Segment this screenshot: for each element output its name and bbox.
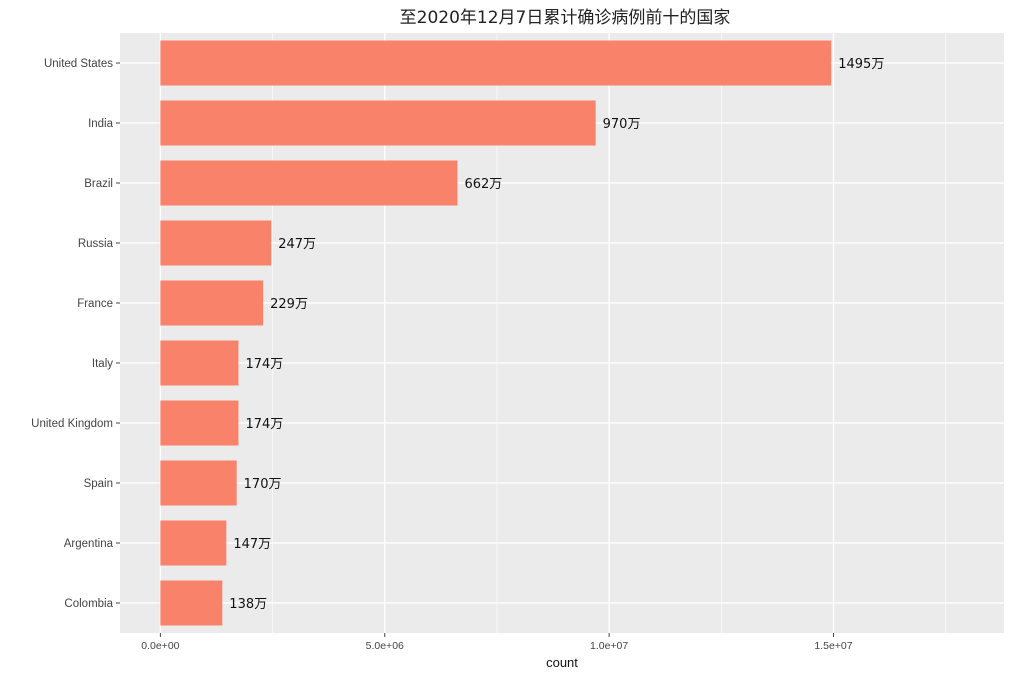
data-label: 1495万 [838,57,884,72]
data-label: 170万 [244,477,282,492]
y-tick-label: Russia [78,238,114,250]
y-tick-label: United States [44,58,113,70]
data-label: 174万 [245,417,283,432]
chart-title: 至2020年12月7日累计确诊病例前十的国家 [400,8,731,28]
bar [160,160,458,206]
data-label: 138万 [229,597,267,612]
x-tick-label: 1.0e+07 [590,640,628,652]
data-label: 147万 [233,537,271,552]
bars [160,40,832,626]
y-tick-label: Colombia [64,598,113,610]
x-tick-label: 5.0e+06 [366,640,404,652]
data-label: 662万 [464,177,502,192]
bar [160,400,239,446]
bar [160,100,596,146]
y-axis: United States India Brazil Russia France Ital… [31,58,120,610]
data-labels: 1495万 970万 662万 247万 229万 174万 174万 170万 147万 138… [229,57,884,612]
bar [160,220,272,266]
bar [160,460,237,506]
bar [160,580,223,626]
y-tick-label: Argentina [64,538,114,550]
data-label: 229万 [270,297,308,312]
bar [160,280,264,326]
y-tick-label: France [77,298,113,310]
x-axis: 0.0e+00 5.0e+06 1.0e+07 1.5e+07 [141,633,853,652]
y-tick-label: Brazil [84,178,113,190]
y-tick-label: Spain [84,478,113,490]
y-tick-label: Italy [92,358,113,370]
data-label: 174万 [245,357,283,372]
data-label: 970万 [603,117,641,132]
bar [160,40,832,86]
data-label: 247万 [278,237,316,252]
x-tick-label: 0.0e+00 [141,640,179,652]
x-axis-label: count [546,655,578,670]
x-tick-label: 1.5e+07 [814,640,852,652]
bar [160,340,239,386]
y-tick-label: United Kingdom [31,418,113,430]
y-tick-label: India [88,118,114,130]
bar [160,520,227,566]
